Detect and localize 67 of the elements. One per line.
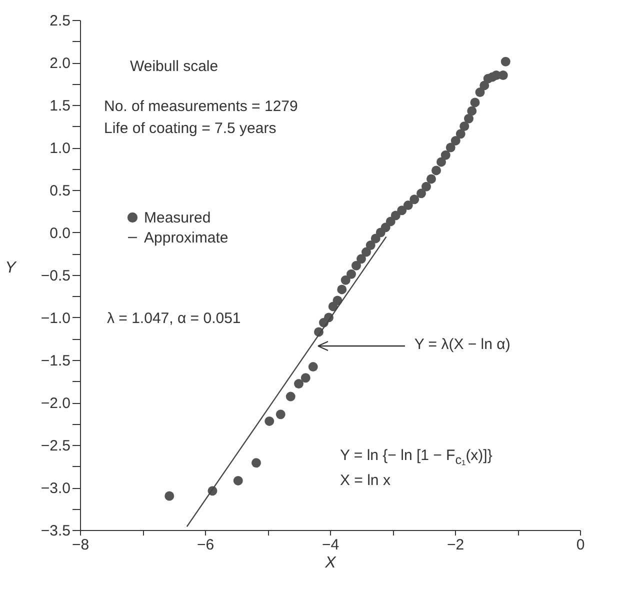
point xyxy=(233,476,243,486)
y-axis-title: Y xyxy=(5,260,18,276)
y-tick-label: 1.5 xyxy=(50,98,70,114)
x-tick-label: −6 xyxy=(196,536,214,554)
point xyxy=(276,410,286,420)
y-tick-label: −1.5 xyxy=(40,352,70,370)
y-tick-label: 2.0 xyxy=(50,55,70,72)
point xyxy=(403,200,413,210)
x-axis-title: X xyxy=(324,554,338,572)
point xyxy=(294,379,304,389)
point xyxy=(337,284,347,294)
point xyxy=(332,296,342,306)
x-tick-label: 0 xyxy=(576,536,585,554)
y-tick-label: −0.5 xyxy=(40,268,70,284)
point xyxy=(346,269,356,279)
point xyxy=(475,88,485,97)
y-tick-label: −2.0 xyxy=(40,395,70,412)
point xyxy=(450,136,460,146)
point xyxy=(264,416,274,426)
annotation: Y = ln {− ln [1 − F$_{c₁}$(x)]} xyxy=(340,447,492,467)
point xyxy=(500,56,510,66)
point xyxy=(440,150,450,160)
y-tick-label: 0.0 xyxy=(50,225,70,242)
point xyxy=(340,275,350,285)
point xyxy=(410,194,420,204)
point xyxy=(390,210,400,220)
point xyxy=(416,188,426,198)
point xyxy=(362,247,371,257)
point xyxy=(286,392,296,402)
y-tick-label: 0.5 xyxy=(50,182,70,200)
annotation: Life of coating = 7.5 years xyxy=(104,120,276,137)
point xyxy=(498,70,508,80)
annotation: Weibull scale xyxy=(130,58,218,75)
y-tick-label: −1.0 xyxy=(40,310,70,327)
point xyxy=(366,240,376,250)
y-tick-label: −2.5 xyxy=(40,438,70,454)
y-tick-label: −3.5 xyxy=(40,522,70,540)
point xyxy=(300,373,310,383)
x-tick-label: −4 xyxy=(322,536,340,554)
annotation: No. of measurements = 1279 xyxy=(104,98,298,115)
annotation: X = ln x xyxy=(340,472,390,489)
annotation: Y = λ(X − ln α) xyxy=(414,336,510,353)
point xyxy=(456,129,466,139)
y-tick-label: −3.0 xyxy=(40,480,70,497)
point xyxy=(308,362,318,372)
x-tick-label: −2 xyxy=(446,536,464,554)
point xyxy=(352,260,361,270)
point xyxy=(470,98,480,108)
point xyxy=(426,174,436,184)
point xyxy=(446,142,456,152)
x-tick-label: −8 xyxy=(72,536,90,554)
point xyxy=(460,122,470,131)
point xyxy=(422,182,431,192)
point xyxy=(436,157,446,167)
point xyxy=(252,458,261,468)
point xyxy=(164,491,174,501)
point xyxy=(464,114,474,124)
point xyxy=(432,166,441,176)
legend-label: Approximate xyxy=(144,230,228,246)
point xyxy=(480,80,490,90)
y-tick-label: 2.5 xyxy=(50,12,70,30)
point xyxy=(467,106,477,116)
legend-label: Measured xyxy=(144,210,211,226)
point xyxy=(397,206,407,216)
y-tick-label: 1.0 xyxy=(50,140,70,157)
annotation: λ = 1.047, α = 0.051 xyxy=(107,310,241,327)
point xyxy=(356,254,366,264)
